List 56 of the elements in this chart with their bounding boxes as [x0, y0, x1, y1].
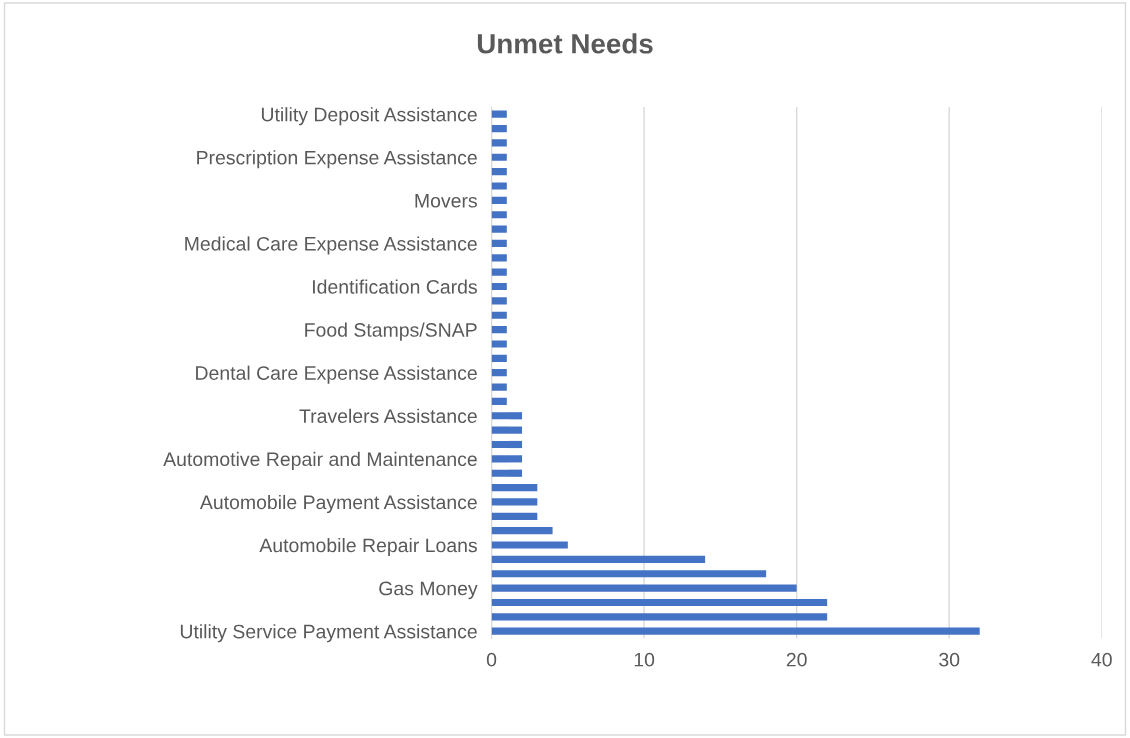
y-tick-label: Automobile Repair Loans — [259, 537, 477, 557]
x-tick-label: 10 — [634, 652, 655, 667]
bar — [491, 369, 507, 377]
bar — [491, 254, 507, 262]
bar — [491, 555, 706, 563]
y-tick-label: Utility Deposit Assistance — [261, 107, 477, 126]
bar — [491, 541, 568, 549]
bar — [491, 426, 523, 434]
x-tick-label: 20 — [786, 652, 807, 667]
x-tick-label: 40 — [1091, 652, 1112, 667]
bar — [491, 440, 523, 449]
y-tick-label: Prescription Expense Assistance — [197, 150, 477, 169]
bar — [491, 354, 507, 362]
bar — [491, 570, 767, 578]
bar — [491, 124, 507, 133]
bar — [491, 182, 507, 190]
bar — [491, 613, 828, 621]
y-tick-label: Movers — [415, 194, 477, 208]
bar — [491, 110, 507, 118]
bar — [491, 196, 507, 204]
y-tick-label: Gas Money — [379, 581, 478, 600]
bar — [491, 225, 507, 233]
chart-title: Unmet Needs — [477, 33, 653, 54]
bar — [491, 239, 507, 248]
bar — [491, 584, 797, 592]
bar — [491, 483, 538, 492]
bar — [491, 326, 507, 334]
x-tick-label: 0 — [486, 652, 497, 667]
bar — [491, 598, 828, 607]
y-tick-label: Dental Care Expense Assistance — [196, 365, 477, 384]
bar — [491, 311, 507, 319]
bar — [491, 627, 980, 635]
y-tick-label: Automotive Repair and Maintenance — [163, 451, 477, 470]
y-tick-label: Utility Service Payment Assistance — [180, 624, 477, 643]
bar — [491, 498, 538, 506]
bar — [491, 211, 507, 219]
y-tick-label: Automobile Payment Assistance — [199, 494, 477, 514]
bar — [491, 469, 523, 477]
bar — [491, 168, 507, 176]
bar — [491, 397, 507, 405]
bar — [491, 383, 507, 391]
y-tick-label: Travelers Assistance — [299, 408, 477, 424]
y-tick-label: Identification Cards — [313, 279, 477, 294]
y-tick-label: Medical Care Expense Assistance — [185, 236, 477, 255]
y-tick-label: Food Stamps/SNAP — [305, 322, 477, 341]
bar — [491, 268, 507, 276]
bar — [491, 153, 507, 161]
bar — [491, 297, 507, 305]
bar — [491, 282, 507, 291]
bar — [491, 455, 523, 463]
bar — [491, 412, 523, 420]
bar — [491, 139, 507, 147]
x-tick-label: 30 — [939, 652, 960, 667]
bar — [491, 512, 538, 520]
bar — [491, 527, 553, 535]
bar — [491, 340, 507, 348]
